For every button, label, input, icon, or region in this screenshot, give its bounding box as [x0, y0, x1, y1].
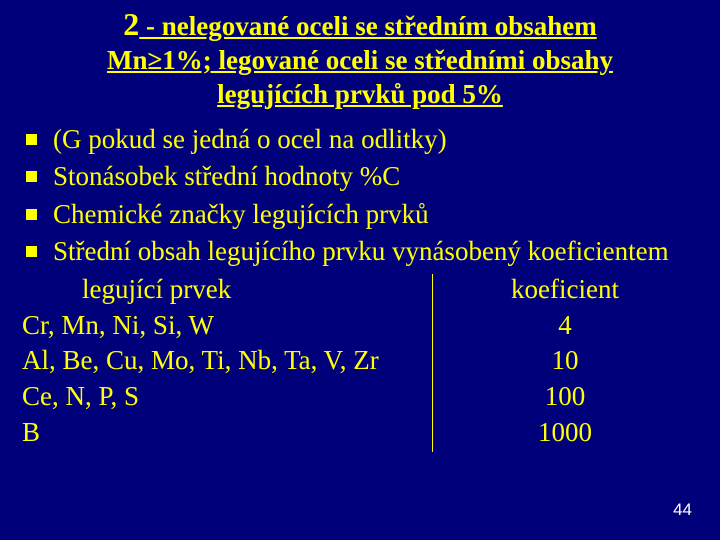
- list-item: Stonásobek střední hodnoty %C: [22, 159, 698, 195]
- table-cell-right: 100: [432, 379, 698, 415]
- slide-title: 2 - nelegované oceli se středním obsahem…: [22, 4, 698, 122]
- table-cell-left: Ce, N, P, S: [22, 379, 432, 415]
- table-row: Ce, N, P, S 100: [22, 379, 698, 415]
- slide-body: (G pokud se jedná o ocel na odlitky) Sto…: [22, 122, 698, 451]
- slide: 2 - nelegované oceli se středním obsahem…: [0, 0, 720, 540]
- square-bullet-icon: [26, 171, 37, 182]
- square-bullet-icon: [26, 134, 37, 145]
- list-item: Chemické značky legujících prvků: [22, 197, 698, 233]
- table-cell-right: 10: [432, 343, 698, 379]
- list-item: Střední obsah legujícího prvku vynásoben…: [22, 234, 698, 270]
- list-item-text: Chemické značky legujících prvků: [53, 197, 698, 233]
- table-cell-left: B: [22, 415, 432, 451]
- table-cell-left: Cr, Mn, Ni, Si, W: [22, 308, 432, 344]
- list-item-text: (G pokud se jedná o ocel na odlitky): [53, 122, 698, 158]
- table-cell-left: Al, Be, Cu, Mo, Ti, Nb, Ta, V, Zr: [22, 343, 432, 379]
- table-cell-right: 1000: [432, 415, 698, 451]
- table-row: Cr, Mn, Ni, Si, W 4: [22, 308, 698, 344]
- table-divider: [432, 274, 433, 452]
- table-row: B 1000: [22, 415, 698, 451]
- table-cell-right: 4: [432, 308, 698, 344]
- list-item-text: Stonásobek střední hodnoty %C: [53, 159, 698, 195]
- list-item-text: Střední obsah legujícího prvku vynásoben…: [53, 234, 698, 270]
- table-header-left: legující prvek: [22, 272, 432, 308]
- title-line3: legujících prvků pod 5%: [217, 79, 503, 109]
- page-number: 44: [673, 500, 692, 520]
- table-header-right: koeficient: [432, 272, 698, 308]
- coefficient-table: legující prvek koeficient Cr, Mn, Ni, Si…: [22, 272, 698, 450]
- square-bullet-icon: [26, 209, 37, 220]
- list-item: (G pokud se jedná o ocel na odlitky): [22, 122, 698, 158]
- table-header-row: legující prvek koeficient: [22, 272, 698, 308]
- table-row: Al, Be, Cu, Mo, Ti, Nb, Ta, V, Zr 10: [22, 343, 698, 379]
- title-prefix: 2: [123, 6, 139, 42]
- title-line1: - nelegované oceli se středním obsahem: [139, 11, 596, 41]
- title-line2: Mn≥1%; legované oceli se středními obsah…: [107, 45, 613, 75]
- square-bullet-icon: [26, 246, 37, 257]
